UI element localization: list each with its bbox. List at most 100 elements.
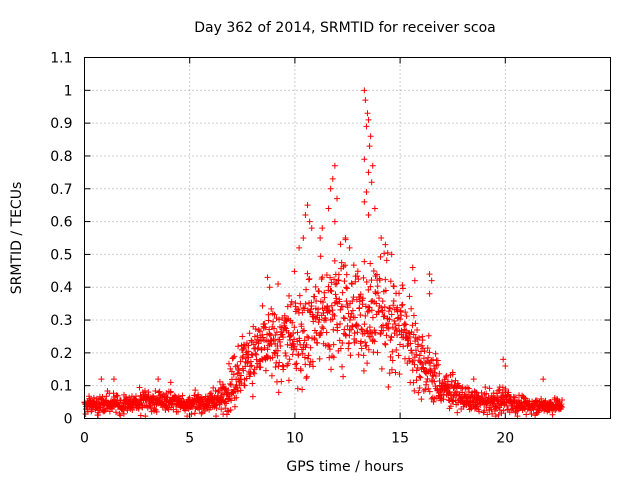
data-point <box>331 257 338 264</box>
data-point <box>335 271 342 278</box>
data-point <box>341 278 348 285</box>
data-point <box>219 381 226 388</box>
data-point <box>299 309 306 316</box>
data-point <box>348 280 355 287</box>
data-point <box>363 189 370 196</box>
data-point <box>326 308 333 315</box>
data-point <box>243 375 250 382</box>
data-point <box>395 352 402 359</box>
data-point <box>355 351 362 358</box>
data-point <box>290 336 297 343</box>
data-point <box>245 354 252 361</box>
data-point <box>319 225 326 232</box>
data-point <box>371 338 378 345</box>
data-point <box>257 364 264 371</box>
data-point <box>411 277 418 284</box>
data-point <box>293 365 300 372</box>
data-point <box>329 311 336 318</box>
data-point <box>235 343 242 350</box>
data-point <box>416 373 423 380</box>
data-point <box>277 342 284 349</box>
data-point <box>342 331 349 338</box>
data-point <box>346 332 353 339</box>
data-point <box>308 306 315 313</box>
data-point <box>280 334 287 341</box>
data-point <box>310 363 317 370</box>
data-point <box>423 378 430 385</box>
data-point <box>260 325 267 332</box>
data-point <box>288 298 295 305</box>
data-point <box>192 387 199 394</box>
data-point <box>210 384 217 391</box>
data-point <box>447 403 454 410</box>
data-point <box>367 260 374 267</box>
data-point <box>331 276 338 283</box>
data-point <box>270 337 277 344</box>
data-point <box>250 369 257 376</box>
data-point <box>502 386 509 393</box>
data-point <box>415 341 422 348</box>
data-point <box>276 359 283 366</box>
y-axis-ticks: 0 0.1 0.2 0.3 0.4 0.5 0.6 0.7 0.8 0.9 1 1.1 <box>50 51 611 428</box>
data-point <box>227 406 234 413</box>
data-point <box>343 271 350 278</box>
data-point <box>299 328 306 335</box>
data-point <box>325 205 332 212</box>
data-point <box>489 410 496 417</box>
data-point <box>365 307 372 314</box>
data-point <box>352 278 359 285</box>
data-point <box>252 325 259 332</box>
data-point <box>269 354 276 361</box>
data-point <box>390 298 397 305</box>
data-point <box>392 369 399 376</box>
data-point <box>386 370 393 377</box>
data-point <box>437 395 444 402</box>
data-point <box>321 294 328 301</box>
data-point <box>542 397 549 404</box>
data-point <box>410 331 417 338</box>
data-point <box>397 341 404 348</box>
data-point <box>383 332 390 339</box>
data-point <box>528 411 535 418</box>
data-point <box>294 385 301 392</box>
data-point <box>385 320 392 327</box>
data-point <box>523 411 530 418</box>
data-point <box>382 287 389 294</box>
data-point <box>141 387 148 394</box>
data-point <box>328 279 335 286</box>
data-point <box>364 327 371 334</box>
data-point <box>428 277 435 284</box>
data-point <box>347 313 354 320</box>
data-point <box>264 346 271 353</box>
data-point <box>374 289 381 296</box>
data-point <box>320 310 327 317</box>
data-point <box>365 304 372 311</box>
data-point <box>303 375 310 382</box>
data-point <box>368 179 375 186</box>
data-point <box>472 389 479 396</box>
data-point <box>245 342 252 349</box>
x-tick-label: 15 <box>391 431 409 447</box>
data-point <box>362 97 369 104</box>
data-point <box>365 212 372 219</box>
data-point <box>333 295 340 302</box>
data-point <box>175 408 182 415</box>
data-point <box>367 333 374 340</box>
data-point <box>261 344 268 351</box>
y-tick-label: 0.8 <box>50 149 72 165</box>
data-point <box>346 244 353 251</box>
data-point <box>271 325 278 332</box>
data-point <box>317 235 324 241</box>
data-point <box>191 410 198 417</box>
data-point <box>395 322 402 329</box>
data-point <box>372 289 379 296</box>
data-point <box>431 369 438 376</box>
data-point <box>361 258 368 265</box>
data-point <box>432 365 439 372</box>
data-point <box>476 408 483 415</box>
data-point <box>392 321 399 328</box>
data-point <box>222 405 229 412</box>
data-point <box>233 394 240 401</box>
data-point <box>369 162 376 169</box>
